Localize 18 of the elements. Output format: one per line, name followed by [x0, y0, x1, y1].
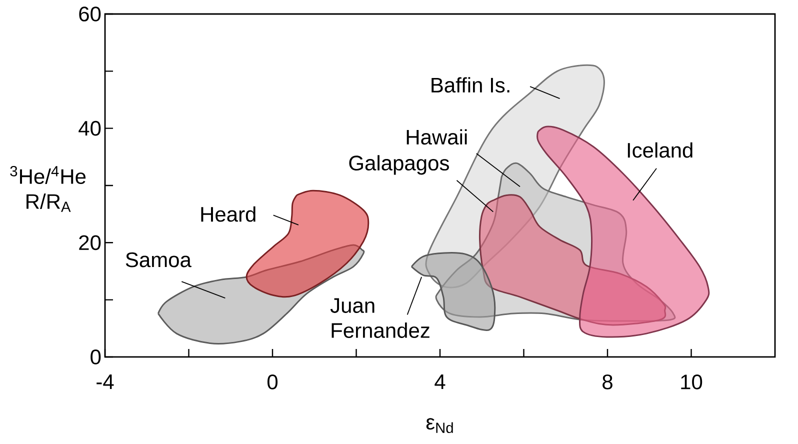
y-axis-title: $^{3}$He/$^{4}$He R/R$_{A}$ — [10, 166, 86, 212]
x-tick-label: 0 — [267, 374, 278, 390]
series-label: Heard — [201, 206, 256, 222]
x-tick-label: 4 — [434, 374, 446, 389]
text: Hawaii — [406, 129, 467, 145]
x-tick-label: -4 — [96, 374, 114, 389]
series-label: Baffin Is. — [432, 77, 510, 93]
y-tick-label: 20 — [79, 235, 101, 250]
series-label: Juan Fernandez — [330, 298, 430, 338]
y-tick-label: 0 — [90, 350, 101, 364]
y-tick-label: 60 — [79, 6, 101, 22]
y-tick-label: 40 — [78, 120, 101, 136]
x-tick-label: 10 — [681, 374, 702, 390]
x-tick-label: 8 — [602, 374, 612, 390]
x-axis-title: ε$_{Nd}$ — [426, 418, 453, 434]
text: Galapagos — [349, 155, 449, 175]
series-label: Iceland — [628, 142, 692, 158]
series-label: Samoa — [126, 252, 192, 268]
